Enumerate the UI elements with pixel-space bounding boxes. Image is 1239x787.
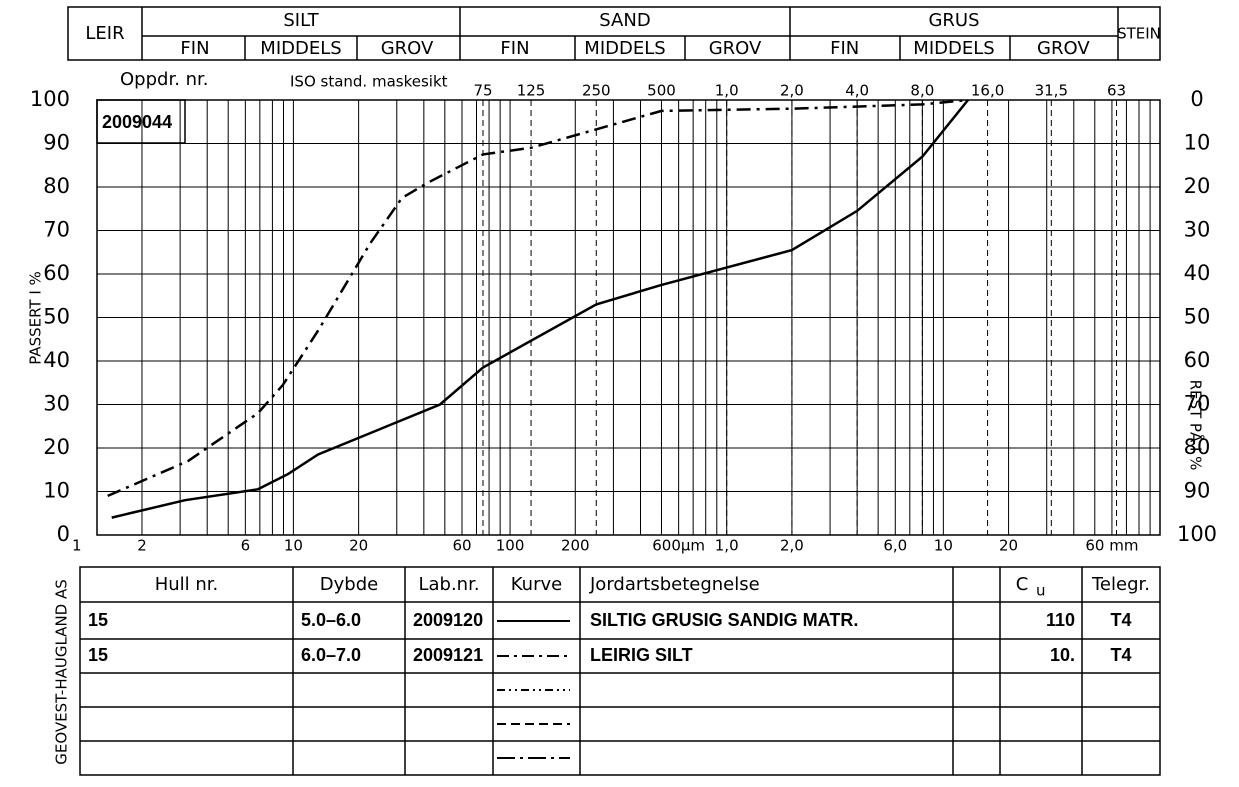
x-tick-label: 20 <box>999 537 1018 555</box>
x-tick-label: 1 <box>72 537 82 555</box>
y-tick-label: 80 <box>43 174 70 198</box>
x-top-tick-label: 500 <box>647 82 676 100</box>
data-line <box>111 99 969 519</box>
header-sub: FIN <box>830 38 859 59</box>
x-top-tick-label: 63 <box>1107 82 1126 100</box>
y2-tick-label: 50 <box>1184 305 1211 329</box>
plot-frame <box>96 99 1161 536</box>
x-tick-label: 6,0 <box>883 537 907 555</box>
header-sub: MIDDELS <box>584 38 665 59</box>
table-cell: SILTIG GRUSIG SANDIG MATR. <box>590 610 858 630</box>
table-cell: 110 <box>1046 610 1075 630</box>
header-group: SAND <box>599 10 650 31</box>
table-frame <box>79 566 1161 776</box>
oppdr-label: Oppdr. nr. <box>120 69 209 90</box>
y2-tick-label: 20 <box>1184 174 1211 198</box>
table-cell: 2009121 <box>413 645 483 665</box>
x-tick-label: 100 <box>496 537 525 555</box>
table-cell: 6.0–7.0 <box>301 645 361 665</box>
table-cell: T4 <box>1110 645 1131 665</box>
y-tick-label: 10 <box>43 479 70 503</box>
x-tick-label: 6 <box>241 537 251 555</box>
header-leir: LEIR <box>85 23 124 44</box>
y2-tick-label: 30 <box>1184 218 1211 242</box>
x-tick-label: 2 <box>137 537 147 555</box>
company-label: GEOVEST-HAUGLAND AS <box>53 579 71 765</box>
table-cell: T4 <box>1110 610 1131 630</box>
table-header: Telegr. <box>1091 574 1150 595</box>
table-cell: 15 <box>88 645 108 665</box>
x-tick-label: 60 mm <box>1085 537 1138 555</box>
y2-tick-label: 70 <box>1184 392 1211 416</box>
header-sub: MIDDELS <box>260 38 341 59</box>
x-tick-label: 1,0 <box>715 537 739 555</box>
y-tick-label: 90 <box>43 131 70 155</box>
table-header: Dybde <box>320 574 378 595</box>
y2-tick-label: 60 <box>1184 348 1211 372</box>
x-top-tick-label: 250 <box>582 82 611 100</box>
x-tick-label: 10 <box>284 537 303 555</box>
x-top-tick-label: 75 <box>473 82 492 100</box>
y2-tick-label: 0 <box>1190 87 1203 111</box>
table-header: C <box>1016 574 1029 595</box>
x-tick-label: 2,0 <box>780 537 804 555</box>
x-tick-label: 60 <box>452 537 471 555</box>
header-frame <box>67 6 1161 61</box>
header-sub: GROV <box>709 38 762 59</box>
x-top-tick-label: 8,0 <box>910 82 934 100</box>
y-tick-label: 30 <box>43 392 70 416</box>
table-cell: 5.0–6.0 <box>301 610 361 630</box>
y-tick-label: 20 <box>43 435 70 459</box>
y-tick-label: 100 <box>30 87 70 111</box>
table-header: Lab.nr. <box>418 574 479 595</box>
x-top-tick-label: 125 <box>517 82 546 100</box>
table-header: Hull nr. <box>155 574 219 595</box>
header-group: GRUS <box>928 10 979 31</box>
y-tick-label: 60 <box>43 261 70 285</box>
table-cell: LEIRIG SILT <box>590 645 693 665</box>
x-tick-label: 200 <box>561 537 590 555</box>
y-tick-label: 70 <box>43 218 70 242</box>
x-top-tick-label: 2,0 <box>780 82 804 100</box>
table-header: Kurve <box>511 574 562 595</box>
y-tick-label: 50 <box>43 305 70 329</box>
y2-tick-label: 100 <box>1177 522 1217 546</box>
x-top-tick-label: 1,0 <box>715 82 739 100</box>
table-header: Jordartsbetegnelse <box>589 574 760 595</box>
y2-tick-label: 80 <box>1184 435 1211 459</box>
header-sub: GROV <box>1037 38 1090 59</box>
y2-tick-label: 10 <box>1184 131 1211 155</box>
header-sub: FIN <box>500 38 529 59</box>
x-tick-label: 10 <box>934 537 953 555</box>
y-tick-label: 40 <box>43 348 70 372</box>
x-top-tick-label: 4,0 <box>845 82 869 100</box>
header-group: SILT <box>283 10 319 31</box>
x-top-tick-label: 16,0 <box>971 82 1004 100</box>
y2-tick-label: 40 <box>1184 261 1211 285</box>
table-header-sub: u <box>1036 582 1046 600</box>
header-sub: FIN <box>180 38 209 59</box>
x-tick-label: 20 <box>349 537 368 555</box>
kurve-samples <box>497 620 570 759</box>
y2-tick-label: 90 <box>1184 479 1211 503</box>
x-tick-label: 600µm <box>652 537 705 555</box>
table-cell: 2009120 <box>413 610 483 630</box>
x-top-tick-label: 31,5 <box>1035 82 1068 100</box>
data-line <box>107 98 969 498</box>
y2-axis-label: REST PÅ I % <box>1187 380 1206 471</box>
header-sub: GROV <box>381 38 434 59</box>
y-tick-label: 0 <box>57 522 70 546</box>
table-cell: 10. <box>1050 645 1075 665</box>
y-axis-label: PASSERT I % <box>27 271 45 365</box>
table-cell: 15 <box>88 610 108 630</box>
maskesikt-label: ISO stand. maskesikt <box>290 73 448 91</box>
oppdr-number: 2009044 <box>102 112 172 132</box>
header-sub: MIDDELS <box>913 38 994 59</box>
header-stein: STEIN <box>1117 25 1161 43</box>
